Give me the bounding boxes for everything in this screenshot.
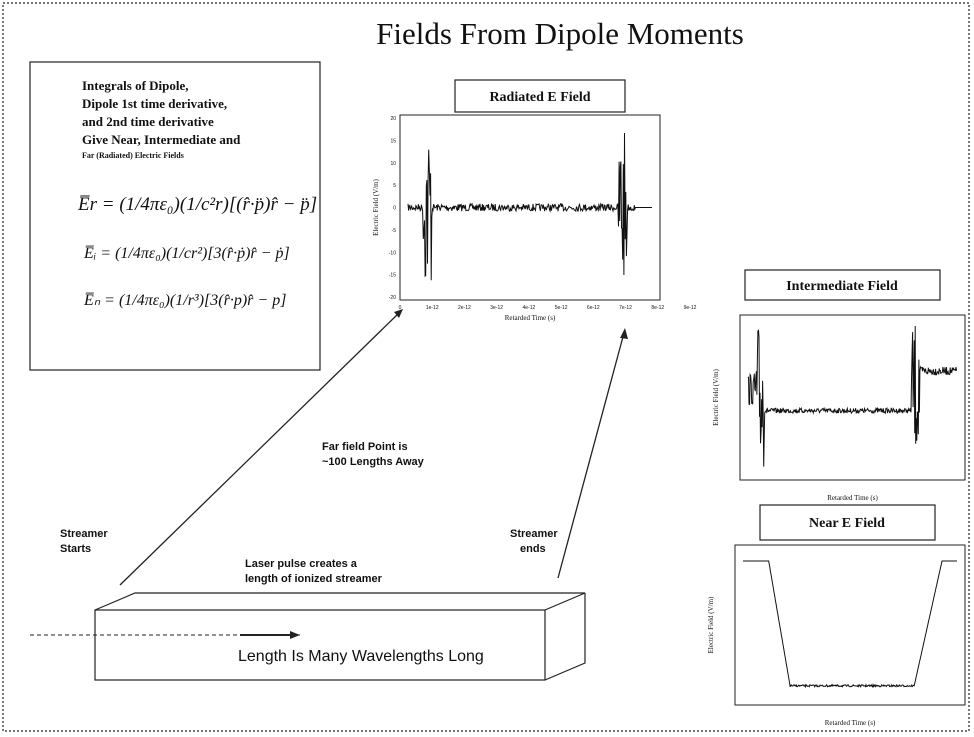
slide: Fields From Dipole Moments Integrals of … (0, 0, 974, 737)
annotation: ends (520, 543, 546, 555)
x-tick-label: 7e-12 (619, 305, 632, 311)
plot-title: Intermediate Field (786, 279, 898, 294)
y-tick-label: -15 (389, 273, 396, 279)
arrow-head (290, 631, 300, 639)
waveform (408, 133, 652, 280)
annotation: Starts (60, 543, 91, 555)
equation: E̅ᵢ = (1/4πε₀)(1/cr²)[3(r̂·ṗ)r̂ − ṗ] (83, 245, 290, 262)
plot-title: Radiated E Field (489, 90, 590, 105)
annotation: length of ionized streamer (245, 573, 383, 585)
box-small: Far (Radiated) Electric Fields (82, 151, 184, 160)
streamer-side (545, 593, 585, 680)
equation: E̅ₙ = (1/4πε₀)(1/r³)[3(r̂·p)r̂ − p] (83, 292, 286, 309)
annotation: Length Is Many Wavelengths Long (238, 648, 484, 665)
annotation: Streamer (510, 528, 558, 540)
y-tick-label: -10 (389, 250, 396, 256)
x-tick-label: 9e-12 (684, 305, 697, 311)
plot-frame (740, 315, 965, 480)
axis-label: Retarded Time (s) (825, 719, 876, 727)
box-text: Integrals of Dipole, Dipole 1st time der… (82, 78, 241, 147)
annotation: ~100 Lengths Away (322, 456, 425, 468)
y-tick-label: 0 (393, 206, 396, 212)
equation: E̅r = (1/4πε₀)(1/c²r)[(r̂·p̈)r̂ − p̈] (77, 194, 317, 215)
y-tick-label: 15 (390, 138, 396, 144)
y-tick-label: 5 (393, 183, 396, 189)
y-tick-label: -20 (389, 295, 396, 301)
axis-label: Retarded Time (s) (505, 314, 556, 322)
x-tick-label: 4e-12 (522, 305, 535, 311)
box-line: Integrals of Dipole, (82, 78, 189, 93)
annotation: Laser pulse creates a (245, 558, 358, 570)
box-line: Give Near, Intermediate and (82, 132, 241, 147)
x-tick-label: 2e-12 (458, 305, 471, 311)
y-tick-label: 20 (390, 116, 396, 122)
arrow (558, 333, 624, 578)
x-tick-label: 8e-12 (651, 305, 664, 311)
annotation: Far field Point is (322, 441, 408, 453)
axis-label: Retarded Time (s) (827, 494, 878, 502)
axis-label: Electric Field (V/m) (372, 178, 380, 235)
x-tick-label: 1e-12 (426, 305, 439, 311)
axis-label: Electric Field (V/m) (707, 596, 715, 653)
arrow-head (620, 328, 628, 339)
y-tick-label: -5 (392, 228, 397, 234)
streamer-top (95, 593, 585, 610)
x-tick-label: 6e-12 (587, 305, 600, 311)
box-line: Dipole 1st time derivative, (82, 96, 227, 111)
waveform (743, 561, 957, 687)
waveform (748, 326, 957, 467)
plot-frame (735, 545, 965, 705)
plot-title: Near E Field (809, 516, 885, 531)
x-tick-label: 0 (399, 305, 402, 311)
annotation: Streamer (60, 528, 108, 540)
annotations: Far field Point is ~100 Lengths Away Str… (60, 441, 558, 585)
streamer-front (95, 610, 545, 680)
axis-label: Electric Field (V/m) (712, 368, 720, 425)
title: Fields From Dipole Moments (376, 16, 744, 51)
x-tick-label: 5e-12 (555, 305, 568, 311)
streamer (95, 593, 585, 680)
x-tick-label: 3e-12 (490, 305, 503, 311)
box-line: and 2nd time derivative (82, 114, 214, 129)
y-tick-label: 10 (390, 161, 396, 167)
